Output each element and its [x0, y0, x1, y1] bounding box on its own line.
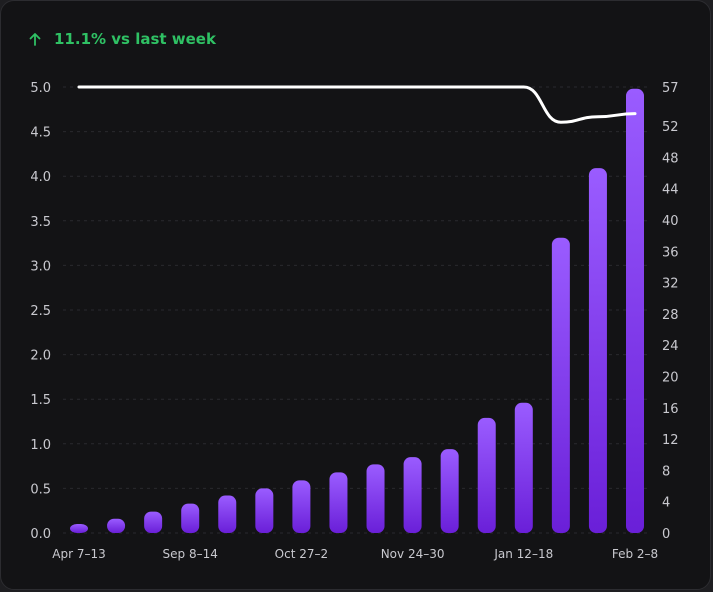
- bar[interactable]: [292, 480, 311, 533]
- left-tick-label: 1.0: [30, 438, 51, 453]
- arrow-up-icon: [29, 33, 41, 46]
- bar[interactable]: [626, 88, 644, 533]
- left-tick-label: 4.5: [30, 126, 51, 141]
- x-tick-label: Oct 27–2: [275, 547, 328, 561]
- bar[interactable]: [403, 457, 422, 533]
- left-tick-label: 0.0: [30, 527, 51, 542]
- trend-text: 11.1% vs last week: [54, 30, 216, 48]
- right-tick-label: 24: [662, 339, 679, 354]
- right-tick-label: 40: [662, 214, 679, 229]
- left-tick-label: 3.0: [30, 259, 51, 274]
- right-tick-label: 12: [662, 433, 679, 448]
- bar[interactable]: [551, 237, 570, 534]
- bar[interactable]: [107, 518, 126, 533]
- right-tick-label: 44: [662, 183, 679, 198]
- x-tick-label: Jan 12–18: [493, 547, 553, 561]
- x-tick-label: Sep 8–14: [163, 547, 218, 561]
- left-tick-label: 3.5: [30, 215, 51, 230]
- bar[interactable]: [255, 488, 274, 533]
- right-tick-label: 20: [662, 371, 679, 386]
- left-tick-label: 0.5: [30, 482, 51, 497]
- bar[interactable]: [440, 449, 459, 533]
- right-tick-label: 57: [662, 81, 679, 96]
- right-tick-label: 8: [662, 464, 670, 479]
- right-tick-label: 32: [662, 277, 679, 292]
- trend-indicator: 11.1% vs last week: [27, 28, 216, 50]
- left-tick-label: 1.5: [30, 393, 51, 408]
- left-tick-label: 4.0: [30, 170, 51, 185]
- right-tick-label: 36: [662, 245, 679, 260]
- right-tick-label: 48: [662, 151, 679, 166]
- right-tick-label: 4: [662, 496, 670, 511]
- x-tick-label: Apr 7–13: [52, 547, 105, 561]
- right-tick-label: 28: [662, 308, 679, 323]
- right-tick-label: 0: [662, 527, 670, 542]
- x-axis: Apr 7–13 Sep 8–14 Oct 27–2 Nov 24–30 Jan 12–…: [52, 547, 658, 561]
- bar[interactable]: [477, 417, 496, 533]
- left-tick-label: 5.0: [30, 81, 51, 96]
- left-tick-label: 2.5: [30, 304, 51, 319]
- right-tick-label: 52: [662, 120, 679, 135]
- bar[interactable]: [588, 168, 607, 533]
- left-axis: 0.0 0.5 1.0 1.5 2.0 2.5 3.0 3.5 4.0 4.5 5.0: [30, 81, 51, 542]
- left-tick-label: 2.0: [30, 349, 51, 364]
- bar[interactable]: [218, 495, 237, 533]
- bar[interactable]: [70, 524, 88, 533]
- right-tick-label: 16: [662, 402, 679, 417]
- bar[interactable]: [329, 472, 348, 533]
- line-series: [77, 85, 637, 124]
- bar[interactable]: [144, 511, 163, 533]
- bar[interactable]: [181, 503, 200, 533]
- bar[interactable]: [514, 402, 533, 533]
- x-tick-label: Feb 2–8: [612, 547, 658, 561]
- line-path: [77, 85, 637, 124]
- bar-series: [70, 88, 644, 534]
- bar[interactable]: [366, 464, 385, 533]
- x-tick-label: Nov 24–30: [381, 547, 445, 561]
